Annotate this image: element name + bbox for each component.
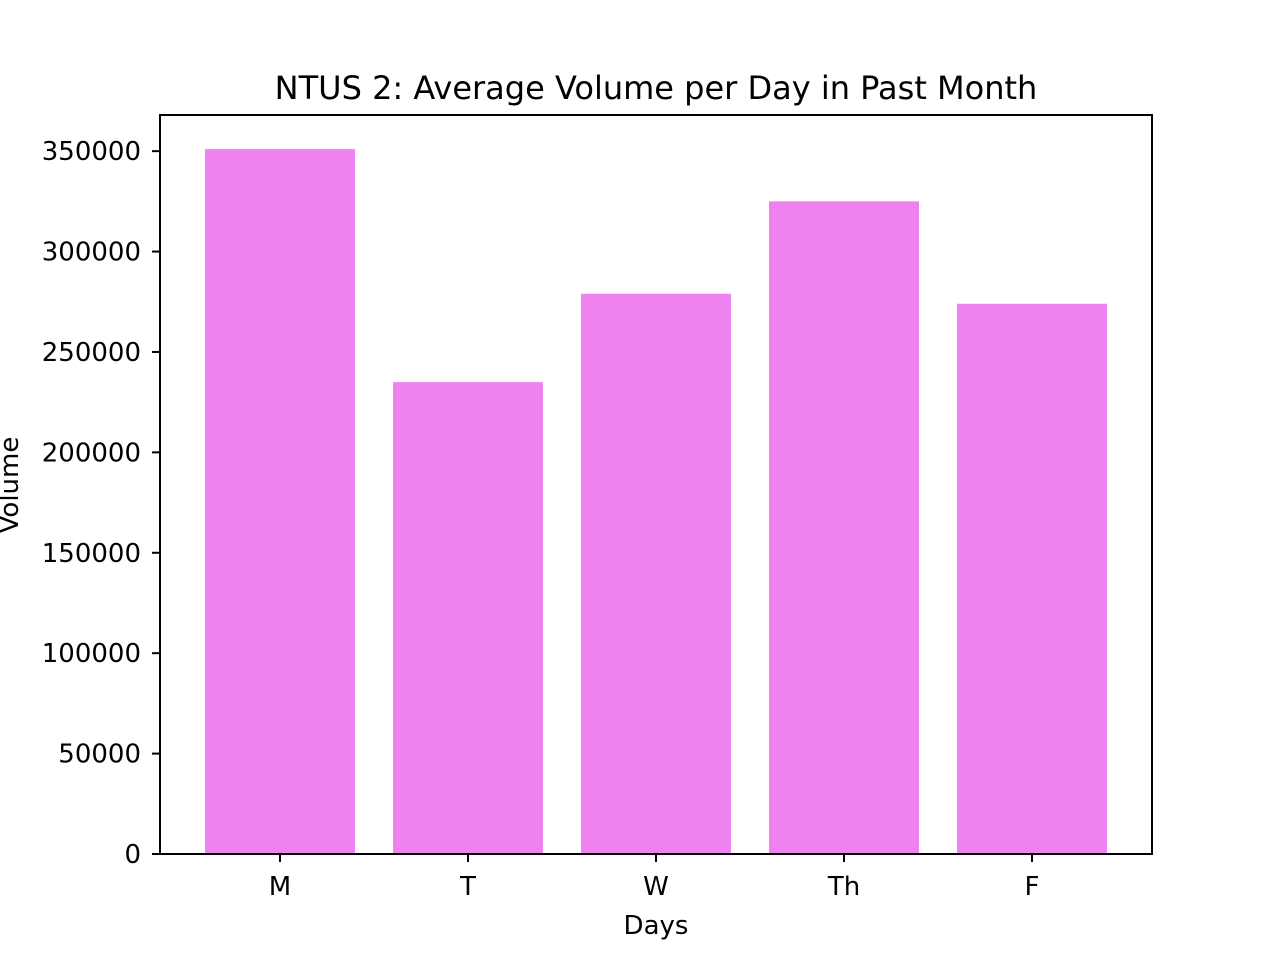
x-tick-label: M: [269, 872, 291, 902]
x-axis: M T W Th F: [269, 854, 1040, 902]
x-tick-label: T: [459, 872, 476, 902]
y-tick-label: 300000: [42, 238, 141, 268]
bar-m: [205, 149, 355, 855]
bar-t: [393, 382, 543, 854]
y-tick-label: 200000: [42, 438, 141, 468]
x-tick-label: W: [643, 872, 669, 902]
y-tick-label: 250000: [42, 338, 141, 368]
bars-layer: [205, 149, 1107, 855]
bar-f: [957, 303, 1107, 854]
x-tick-label: Th: [827, 872, 860, 902]
y-tick-label: 0: [124, 840, 141, 870]
chart-title: NTUS 2: Average Volume per Day in Past M…: [275, 69, 1038, 107]
x-tick-label: F: [1025, 872, 1040, 902]
y-tick-label: 350000: [42, 137, 141, 167]
y-axis-label: Volume: [0, 437, 25, 534]
x-axis-label: Days: [624, 911, 689, 941]
y-tick-label: 100000: [42, 639, 141, 669]
y-tick-label: 150000: [42, 539, 141, 569]
bar-th: [769, 201, 919, 855]
y-axis: 0 50000 100000 150000 200000 250000 300000 3500…: [42, 137, 160, 870]
bar-w: [581, 293, 731, 854]
y-tick-label: 50000: [58, 740, 141, 770]
